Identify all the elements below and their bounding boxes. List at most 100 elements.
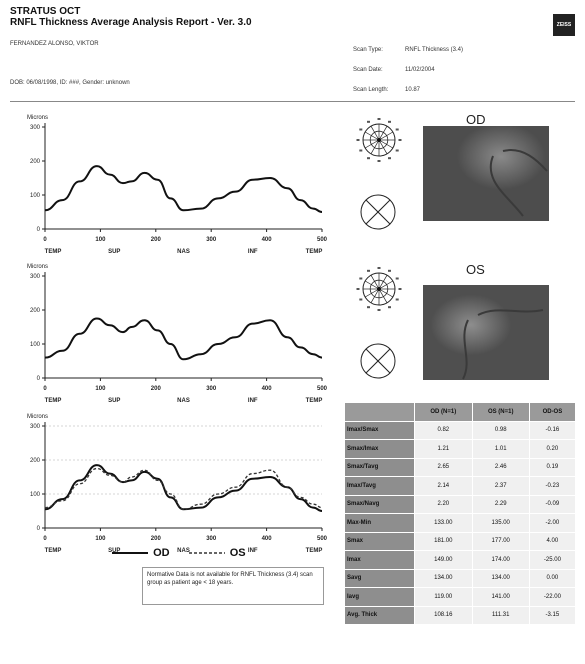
y-tick-label: 0 [37, 227, 41, 233]
quadrant-label: TEMP [45, 249, 62, 255]
x-tick-label: 100 [95, 237, 106, 243]
clock-spoke [364, 288, 380, 298]
clock-spoke [370, 139, 380, 155]
patient-name: FERNANDEZ ALONSO, VIKTOR [10, 41, 99, 47]
table-cell: 111.31 [471, 605, 530, 625]
table-cell: 181.00 [413, 531, 473, 551]
table-cell: 2.46 [471, 457, 530, 477]
series-thickness-line [44, 317, 323, 361]
quadrant-label: SUP [108, 398, 120, 404]
x-tick-label: 200 [151, 536, 162, 542]
clock-hour-mark [395, 277, 399, 280]
table-cell: 108.16 [413, 605, 473, 625]
quadrant-label: NAS [177, 398, 190, 404]
table-row: Imax/Smax 0.82 0.98 -0.16 [344, 420, 577, 440]
os-thickness-chart: Microns 300 200 100 00 100 200 300 400 500 TEMP SUP… [27, 264, 328, 404]
row-label: Smax [344, 531, 415, 551]
table-header-os: OS (N=1) [471, 402, 530, 422]
os-quadrant-diagram [360, 343, 396, 379]
clock-spoke [378, 288, 388, 304]
table-cell: 0.82 [413, 420, 473, 440]
report-title-line1: STRATUS OCT [10, 6, 81, 17]
rnfl-parameter-table: OD (N=1) OS (N=1) OD-OS Imax/Smax 0.82 0.9… [344, 402, 577, 625]
table-row: Smax/Imax 1.21 1.01 0.20 [344, 439, 577, 459]
od-legend-label: OD [153, 547, 170, 559]
table-cell: 2.14 [413, 476, 473, 496]
row-label: Imax [344, 550, 415, 570]
clock-center [377, 287, 381, 291]
quadrant-label: SUP [108, 548, 120, 554]
x-tick-label: 0 [43, 386, 47, 392]
x-tick-label: 0 [43, 237, 47, 243]
report-title: STRATUS OCT RNFL Thickness Average Analy… [10, 6, 252, 28]
x-tick-label: 300 [206, 237, 217, 243]
table-cell: 0.20 [528, 439, 577, 459]
table-row: Imax 149.00 174.00 -25.00 [344, 550, 577, 570]
table-header-row: OD (N=1) OS (N=1) OD-OS [344, 402, 577, 422]
clock-hour-mark [356, 288, 360, 290]
table-cell: -22.00 [528, 587, 577, 607]
row-label: Smax/Tavg [344, 457, 415, 477]
clock-spoke [378, 288, 394, 298]
patient-info: DOB: 06/08/1998, ID: ###, Gender: unknow… [10, 80, 130, 86]
row-label: Savg [344, 568, 415, 588]
y-tick-label: 100 [30, 193, 41, 199]
scan-length-row: Scan Length: 10.87 [353, 87, 420, 93]
x-tick-label: 200 [151, 386, 162, 392]
table-row: Savg 134.00 134.00 0.00 [344, 568, 577, 588]
quadrant-label: SUP [108, 249, 120, 255]
table-cell: 134.00 [413, 568, 473, 588]
quadrant-label: TEMP [306, 398, 323, 404]
table-header-blank [344, 402, 415, 422]
table-cell: 2.29 [471, 494, 530, 514]
scan-type-key: Scan Type: [353, 47, 383, 53]
clock-hour-mark [388, 120, 391, 123]
row-label: Avg. Thick [344, 605, 415, 625]
table-cell: 2.20 [413, 494, 473, 514]
x-tick-label: 400 [262, 536, 273, 542]
normative-data-note: Normative Data is not available for RNFL… [142, 567, 324, 605]
table-cell: 4.00 [528, 531, 577, 551]
x-tick-label: 400 [262, 386, 273, 392]
quadrant-label: INF [248, 548, 258, 554]
clock-spoke [364, 139, 380, 149]
row-label: Imax/Tavg [344, 476, 415, 496]
os-legend-label: OS [229, 547, 246, 559]
y-tick-label: 300 [30, 125, 41, 131]
y-axis-label: Microns [27, 414, 48, 420]
quadrant-label: NAS [177, 548, 190, 554]
quadrant-label: TEMP [306, 548, 323, 554]
series-thickness-line [44, 165, 323, 213]
od-os-overlay-chart: Microns 300 200 100 00 100 200 300 400 500 TEMP SUP… [27, 414, 328, 554]
table-row: Imax/Tavg 2.14 2.37 -0.23 [344, 476, 577, 496]
clock-hour-mark [359, 298, 363, 301]
clock-spoke [378, 139, 388, 155]
scan-date-row: Scan Date: 11/02/2004 [353, 67, 435, 73]
zeiss-logo: ZEISS [553, 14, 575, 36]
y-tick-label: 200 [30, 159, 41, 165]
clock-spoke [378, 274, 388, 290]
scan-length-value: 10.87 [405, 87, 421, 93]
row-label: Iavg [344, 587, 415, 607]
os-fundus-image [423, 285, 549, 380]
clock-hour-mark [377, 118, 381, 120]
clock-hour-mark [395, 149, 399, 152]
scan-type-value: RNFL Thickness (3.4) [405, 47, 464, 53]
table-header-diff: OD-OS [528, 402, 577, 422]
x-tick-label: 100 [95, 386, 106, 392]
x-tick-label: 500 [317, 237, 328, 243]
report-title-line2: RNFL Thickness Average Analysis Report -… [10, 17, 252, 28]
clock-hour-mark [377, 267, 381, 269]
od-legend-swatch [112, 552, 148, 555]
y-tick-label: 300 [30, 424, 41, 430]
clock-spoke [364, 280, 380, 290]
table-cell: 2.65 [413, 457, 473, 477]
clock-hour-mark [367, 269, 370, 272]
clock-spoke [378, 139, 394, 149]
quadrant-label: TEMP [45, 398, 62, 404]
table-row: Avg. Thick 108.16 111.31 -3.15 [344, 605, 577, 625]
clock-hour-mark [359, 128, 363, 131]
x-tick-label: 300 [206, 536, 217, 542]
clock-spoke [378, 131, 394, 141]
os-label: OS [466, 262, 485, 277]
